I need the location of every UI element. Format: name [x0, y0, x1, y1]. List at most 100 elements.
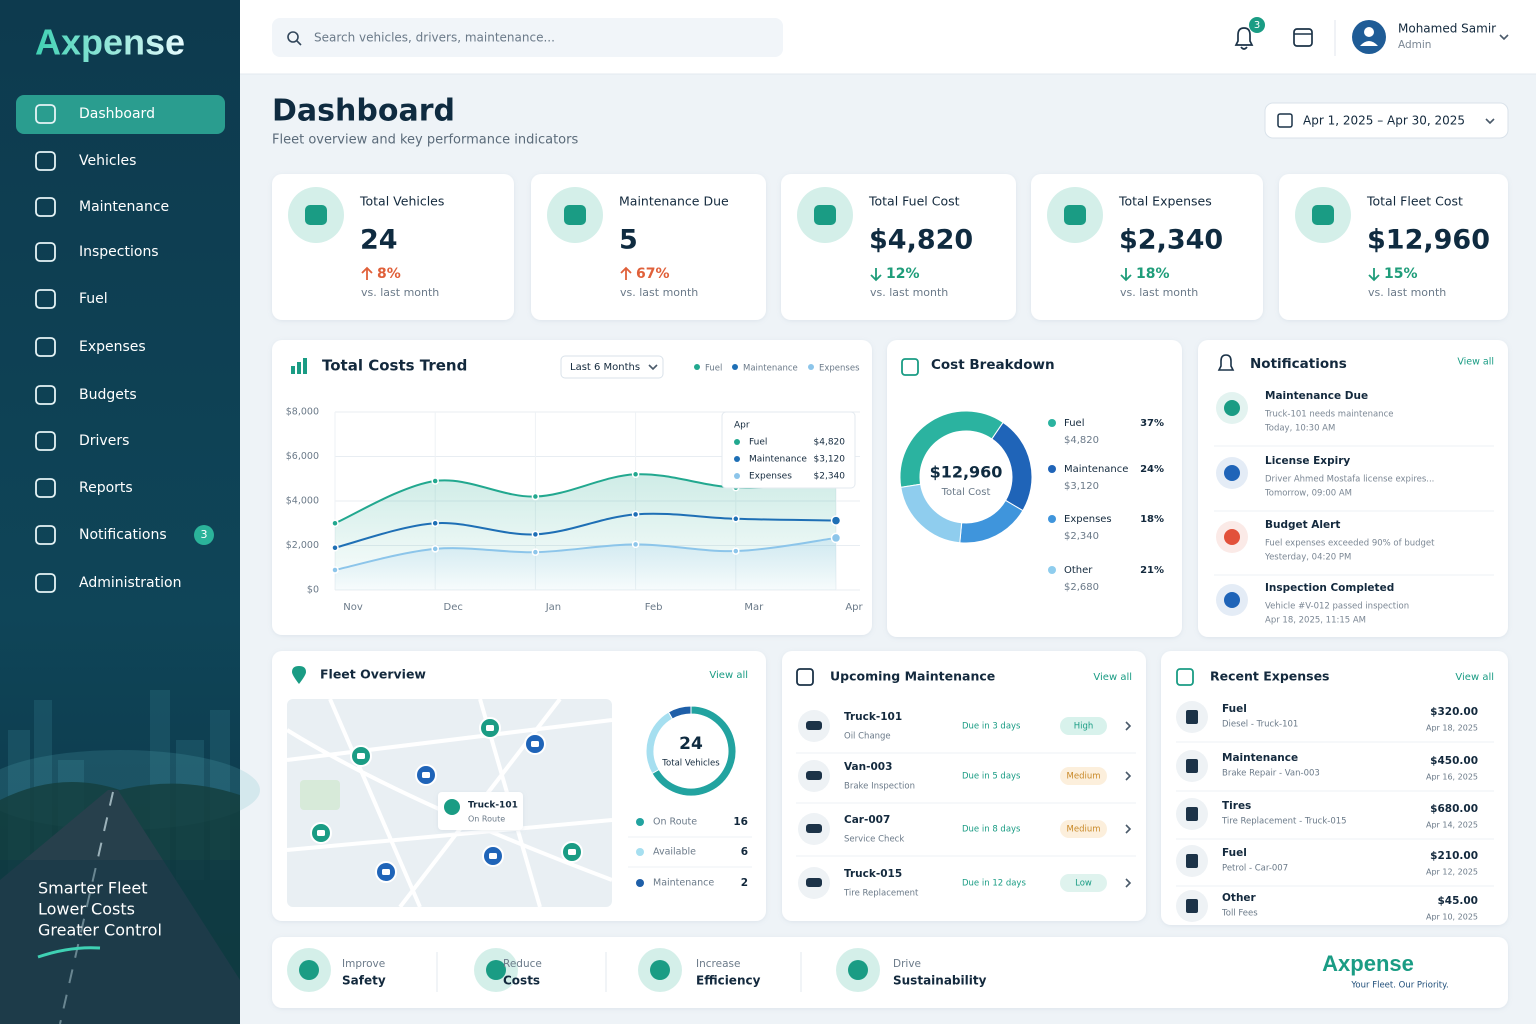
series-line — [334, 536, 837, 571]
vehicle-name: Car-007 — [844, 814, 890, 826]
kpi-change: 67% — [636, 266, 670, 282]
pillar-line-1: Drive — [893, 958, 921, 970]
tooltip-value: $4,820 — [814, 438, 846, 448]
donut-center-value: 24 — [679, 734, 703, 754]
legend-percent: 37% — [1140, 418, 1164, 429]
chart-title: Total Costs Trend — [322, 357, 467, 375]
notification-icon — [1224, 592, 1240, 608]
vehicle-icon — [806, 878, 822, 887]
vehicle-name: Truck-015 — [844, 868, 902, 880]
calendar-icon — [1277, 113, 1293, 128]
kpi-icon — [1064, 205, 1086, 225]
page-subtitle: Fleet overview and key performance indic… — [272, 133, 578, 148]
series-point — [431, 545, 439, 553]
expense-category: Other — [1222, 892, 1257, 904]
nav-label[interactable]: Drivers — [79, 433, 129, 449]
map-marker-icon — [489, 853, 497, 859]
series-point — [431, 477, 439, 485]
priority-label: High — [1074, 722, 1094, 732]
expense-amount: $680.00 — [1430, 803, 1478, 815]
chevron-right — [1125, 721, 1132, 731]
footer-slogan: Your Fleet. Our Priority. — [1350, 981, 1448, 991]
legend-swatch — [694, 364, 700, 370]
nav-label[interactable]: Budgets — [79, 387, 137, 403]
map-popup-status: On Route — [468, 815, 505, 824]
due-text: Due in 5 days — [962, 772, 1021, 782]
nav-icon — [35, 151, 56, 171]
date-range-picker[interactable] — [1264, 102, 1509, 139]
legend-label: Other — [1064, 565, 1093, 576]
legend-swatch — [1048, 566, 1056, 574]
donut-center-value: $12,960 — [930, 463, 1003, 482]
pillar-line-2: Efficiency — [696, 974, 761, 988]
avatar-head — [1364, 27, 1374, 37]
kpi-label: Total Fleet Cost — [1366, 194, 1463, 209]
view-all-link[interactable]: View all — [1455, 672, 1494, 683]
expense-icon — [1186, 807, 1198, 821]
legend-value: 6 — [741, 846, 748, 858]
legend-label: Available — [653, 847, 696, 858]
nav-label[interactable]: Notifications — [79, 527, 167, 543]
kpi-value: $4,820 — [869, 225, 973, 256]
pillar-line-1: Increase — [696, 958, 740, 970]
due-text: Due in 12 days — [962, 879, 1026, 889]
nav-label[interactable]: Fuel — [79, 291, 108, 307]
card-title: Upcoming Maintenance — [830, 669, 995, 684]
map-marker-icon — [422, 772, 430, 778]
map-road — [328, 698, 422, 908]
nav-label[interactable]: Dashboard — [79, 106, 155, 122]
map-marker-icon — [317, 830, 325, 836]
expense-amount: $45.00 — [1437, 895, 1478, 907]
pillar-icon — [650, 960, 670, 980]
legend-label: Maintenance — [653, 878, 714, 889]
x-tick-label: Apr — [845, 602, 863, 613]
tooltip-label: Fuel — [749, 438, 767, 448]
kpi-arrow — [1120, 268, 1132, 282]
series-point — [631, 540, 640, 549]
bell-icon[interactable] — [1234, 27, 1254, 50]
expense-description: Brake Repair - Van-003 — [1222, 769, 1320, 779]
notification-title: Maintenance Due — [1265, 390, 1368, 402]
calendar-icon[interactable] — [1293, 28, 1313, 47]
nav-label[interactable]: Reports — [79, 480, 133, 496]
nav-label[interactable]: Expenses — [79, 339, 146, 355]
period-filter[interactable] — [560, 355, 664, 379]
series-point — [531, 530, 540, 539]
series-point — [331, 519, 339, 527]
series-point — [531, 492, 540, 501]
nav-label[interactable]: Vehicles — [79, 153, 136, 169]
priority-badge — [1060, 717, 1107, 735]
expense-date: Apr 18, 2025 — [1426, 724, 1478, 733]
legend-value: 2 — [741, 877, 748, 889]
vehicle-name: Van-003 — [844, 761, 892, 773]
legend-swatch — [636, 818, 644, 826]
nav-label[interactable]: Maintenance — [79, 199, 169, 215]
pillar-line-1: Improve — [342, 958, 385, 970]
tooltip-label: Maintenance — [749, 455, 807, 465]
legend-label: Maintenance — [743, 364, 798, 374]
pillar-line-2: Costs — [503, 974, 540, 988]
nav-label[interactable]: Administration — [79, 575, 181, 591]
kpi-change: 15% — [1384, 266, 1418, 282]
series-point — [631, 470, 640, 479]
legend-swatch — [808, 364, 814, 370]
tooltip-swatch — [734, 456, 740, 462]
map-marker-icon — [531, 741, 539, 747]
view-all-link[interactable]: View all — [1457, 357, 1494, 368]
kpi-icon — [305, 205, 327, 225]
kpi-change: 8% — [377, 266, 401, 282]
view-all-link[interactable]: View all — [1093, 672, 1132, 683]
nav-label[interactable]: Inspections — [79, 244, 159, 260]
legend-percent: 24% — [1140, 464, 1164, 475]
expense-description: Toll Fees — [1221, 909, 1258, 919]
maintenance-task: Service Check — [844, 835, 904, 845]
maintenance-card — [782, 651, 1146, 921]
search-box[interactable] — [272, 18, 783, 57]
road-line — [59, 791, 114, 1024]
expense-category: Tires — [1222, 800, 1251, 812]
x-tick-label: Jan — [545, 602, 561, 613]
view-all-link[interactable]: View all — [709, 670, 748, 681]
chart-icon — [303, 358, 307, 374]
legend-swatch — [1048, 465, 1056, 473]
period-filter-label: Last 6 Months — [570, 362, 640, 373]
